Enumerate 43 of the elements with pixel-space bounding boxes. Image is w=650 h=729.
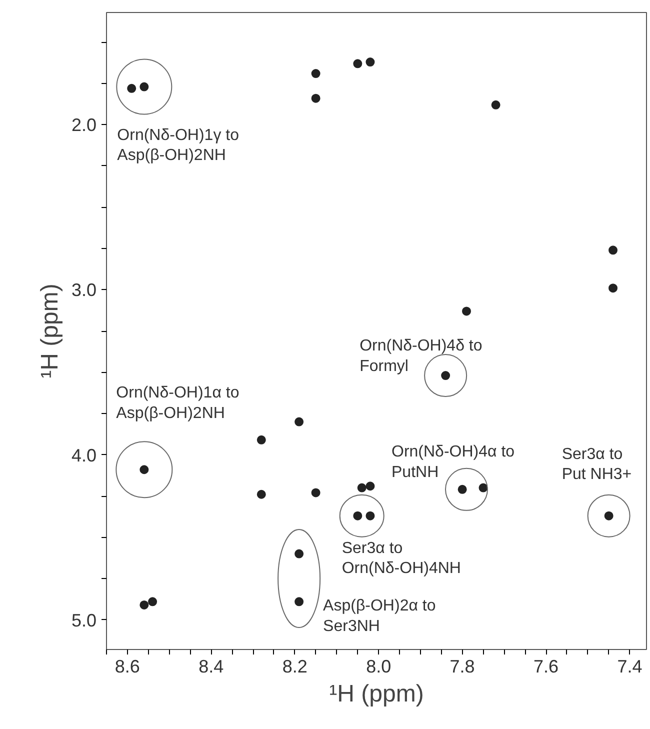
x-tick-label: 8.2 [282,656,308,676]
annotation: Ser3α to Orn(Nδ-OH)4NH [342,540,461,578]
point [608,246,618,255]
point [256,490,266,499]
x-tick-label: 8.0 [366,656,392,676]
point [311,94,320,103]
point [294,597,304,606]
x-tick-label: 8.4 [198,656,224,676]
y-tick-label: 2.0 [71,115,97,136]
annotation: Orn(Nδ-OH)4α to PutNH [392,443,515,481]
point [366,511,375,520]
point [148,597,158,606]
point [294,417,304,426]
point [311,69,320,78]
point [366,58,375,66]
x-tick-label: 7.6 [534,656,559,676]
point [311,488,320,498]
point [357,483,366,492]
point [478,483,488,492]
point [458,484,467,494]
annotation: Orn(Nδ-OH)1α to Asp(β-OH)2NH [116,384,240,422]
point [294,549,304,558]
x-tick-label: 7.4 [617,656,642,676]
point [366,482,375,491]
point [127,84,136,93]
y-tick-label: 4.0 [71,445,97,466]
point [491,100,500,110]
annotation: Orn(Nδ-OH)1γ to Asp(β-OH)2NH [117,126,240,164]
point [462,306,471,316]
annotation: Ser3α to Put NH3+ [562,446,632,484]
y-axis-title: ¹H (ppm) [36,284,64,378]
point [353,511,362,520]
annotation: Orn(Nδ-OH)4δ to Formyl [360,338,482,375]
y-tick-label: 5.0 [71,610,97,630]
x-axis-title: ¹H (ppm) [329,680,424,708]
y-tick-label: 3.0 [71,280,97,300]
point [608,284,618,293]
x-tick-label: 8.6 [114,656,140,676]
point [256,435,266,444]
point [140,600,149,610]
point [353,59,362,68]
annotation: Asp(β-OH)2α to Ser3NH [323,598,436,636]
x-tick-label: 7.8 [450,656,475,676]
